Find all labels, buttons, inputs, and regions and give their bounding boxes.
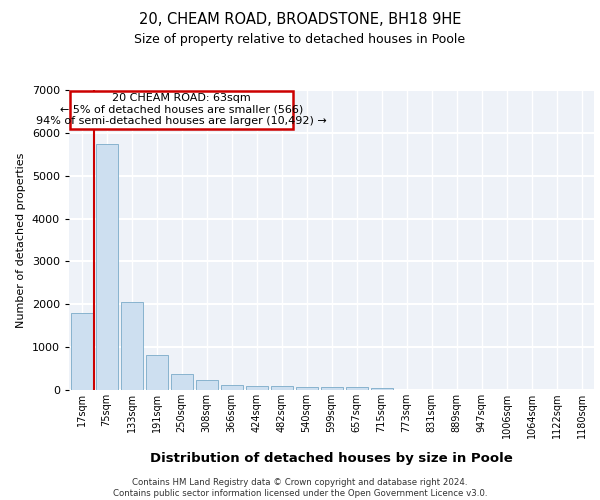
Bar: [371, 388, 392, 390]
Text: Contains HM Land Registry data © Crown copyright and database right 2024.
Contai: Contains HM Land Registry data © Crown c…: [113, 478, 487, 498]
X-axis label: Distribution of detached houses by size in Poole: Distribution of detached houses by size …: [150, 452, 513, 465]
FancyBboxPatch shape: [70, 91, 293, 130]
Bar: [196, 380, 218, 390]
Text: 20, CHEAM ROAD, BROADSTONE, BH18 9HE: 20, CHEAM ROAD, BROADSTONE, BH18 9HE: [139, 12, 461, 28]
Bar: [71, 313, 92, 390]
Bar: [296, 387, 317, 390]
Bar: [245, 386, 268, 390]
Text: 20 CHEAM ROAD: 63sqm: 20 CHEAM ROAD: 63sqm: [112, 92, 251, 102]
Bar: [121, 302, 143, 390]
Bar: [170, 374, 193, 390]
Bar: [95, 144, 118, 390]
Bar: [221, 385, 242, 390]
Y-axis label: Number of detached properties: Number of detached properties: [16, 152, 26, 328]
Text: 94% of semi-detached houses are larger (10,492) →: 94% of semi-detached houses are larger (…: [36, 116, 327, 126]
Bar: [271, 386, 293, 390]
Text: ← 5% of detached houses are smaller (566): ← 5% of detached houses are smaller (566…: [60, 104, 303, 114]
Bar: [346, 388, 367, 390]
Text: Size of property relative to detached houses in Poole: Size of property relative to detached ho…: [134, 32, 466, 46]
Bar: [320, 387, 343, 390]
Bar: [146, 355, 167, 390]
